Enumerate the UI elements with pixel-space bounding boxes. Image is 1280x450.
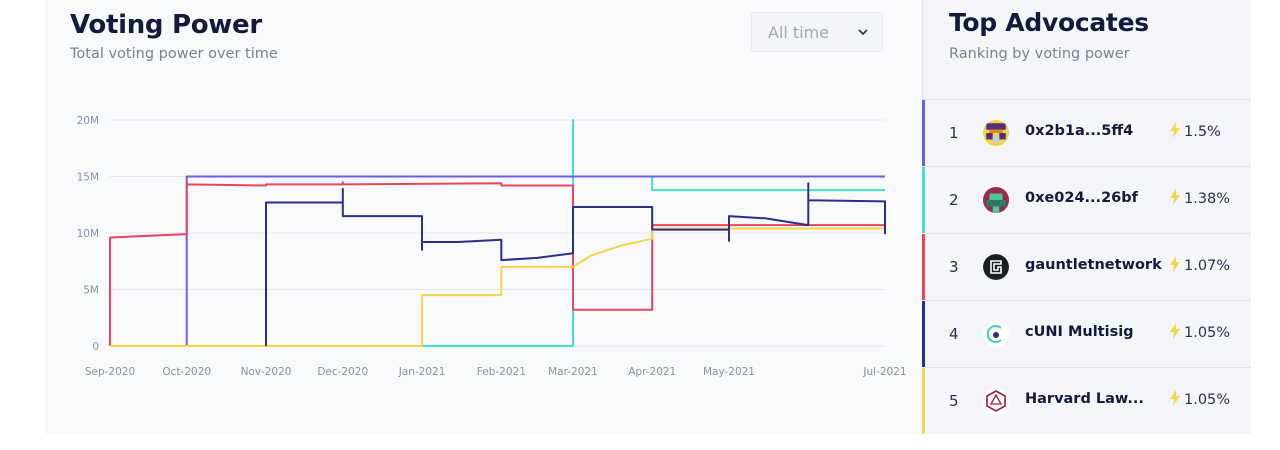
- advocate-rank: 3: [949, 258, 959, 276]
- top-advocates-subtitle: Ranking by voting power: [949, 46, 1130, 62]
- voting-power-subtitle: Total voting power over time: [70, 46, 278, 62]
- advocate-name[interactable]: Harvard Law...: [1025, 391, 1144, 407]
- advocate-voting-percent: 1.5%: [1184, 124, 1221, 140]
- advocate-rank: 4: [949, 325, 959, 343]
- advocate-list: 1 0x2b1a...5ff4 1.5% 2 0xe024...26: [922, 99, 1251, 434]
- advocate-rank: 1: [949, 124, 959, 142]
- x-tick-label: Nov-2020: [241, 366, 292, 378]
- advocate-row-3[interactable]: 3 gauntletnetwork 1.07%: [922, 233, 1251, 300]
- harvard-law-logo-icon: [983, 388, 1009, 414]
- x-tick-label: Sep-2020: [85, 366, 135, 378]
- advocate-name[interactable]: 0xe024...26bf: [1025, 190, 1138, 206]
- lightning-icon: [1170, 256, 1180, 272]
- advocate-color-bar: [922, 234, 925, 300]
- voting-power-title: Voting Power: [70, 10, 262, 40]
- time-range-dropdown[interactable]: All time: [751, 12, 883, 52]
- x-tick-label: Feb-2021: [477, 366, 526, 378]
- advocate-row-1[interactable]: 1 0x2b1a...5ff4 1.5%: [922, 99, 1251, 166]
- pixel-avatar-icon: [983, 120, 1009, 146]
- series-line-1: [110, 119, 885, 347]
- advocate-color-bar: [922, 368, 925, 434]
- y-tick-label: 5M: [83, 285, 99, 297]
- top-advocates-title: Top Advocates: [949, 8, 1149, 37]
- advocate-rank: 5: [949, 392, 959, 410]
- pixel-avatar-icon: [983, 187, 1009, 213]
- advocate-name[interactable]: 0x2b1a...5ff4: [1025, 123, 1134, 139]
- x-tick-label: May-2021: [703, 366, 755, 378]
- y-tick-label: 10M: [77, 228, 99, 240]
- advocate-rank: 2: [949, 191, 959, 209]
- advocate-color-bar: [922, 100, 925, 166]
- x-tick-label: Apr-2021: [628, 366, 676, 378]
- advocate-voting-percent: 1.05%: [1184, 325, 1231, 341]
- voting-power-chart: 0 5M 10M 15M 20M Sep-2020 Oct-2020 Nov-2020 Dec-…: [77, 115, 907, 378]
- series-line-4: [110, 227, 885, 347]
- series-line-2: [110, 175, 885, 347]
- advocate-row-4[interactable]: 4 cUNI Multisig 1.05%: [922, 300, 1251, 367]
- voting-power-panel: Voting Power Total voting power over tim…: [45, 0, 922, 434]
- gauntlet-logo-icon: [983, 254, 1009, 280]
- series-line-3: [109, 181, 885, 346]
- lightning-icon: [1170, 390, 1180, 406]
- time-range-value: All time: [768, 23, 830, 42]
- advocate-name[interactable]: gauntletnetwork: [1025, 257, 1162, 273]
- series-line-5: [265, 182, 886, 346]
- y-tick-label: 15M: [77, 172, 99, 184]
- advocate-name[interactable]: cUNI Multisig: [1025, 324, 1134, 340]
- x-tick-label: Dec-2020: [317, 366, 368, 378]
- y-tick-label: 20M: [77, 115, 99, 127]
- x-tick-label: Mar-2021: [548, 366, 598, 378]
- x-tick-label: Oct-2020: [162, 366, 211, 378]
- lightning-icon: [1170, 323, 1180, 339]
- advocate-voting-percent: 1.05%: [1184, 392, 1231, 408]
- advocate-row-5[interactable]: 5 Harvard Law... 1.05%: [922, 367, 1251, 434]
- lightning-icon: [1170, 122, 1180, 138]
- advocate-row-2[interactable]: 2 0xe024...26bf 1.38%: [922, 166, 1251, 233]
- cuni-logo-icon: [983, 321, 1009, 347]
- advocate-voting-percent: 1.38%: [1184, 191, 1231, 207]
- x-tick-label: Jul-2021: [862, 366, 906, 378]
- advocate-color-bar: [922, 167, 925, 233]
- chevron-down-icon: [858, 29, 868, 36]
- lightning-icon: [1170, 189, 1180, 205]
- advocate-voting-percent: 1.07%: [1184, 258, 1231, 274]
- top-advocates-panel: Top Advocates Ranking by voting power 1 …: [922, 0, 1251, 434]
- x-tick-label: Jan-2021: [398, 366, 446, 378]
- advocate-color-bar: [922, 301, 925, 367]
- y-tick-label: 0: [92, 341, 99, 353]
